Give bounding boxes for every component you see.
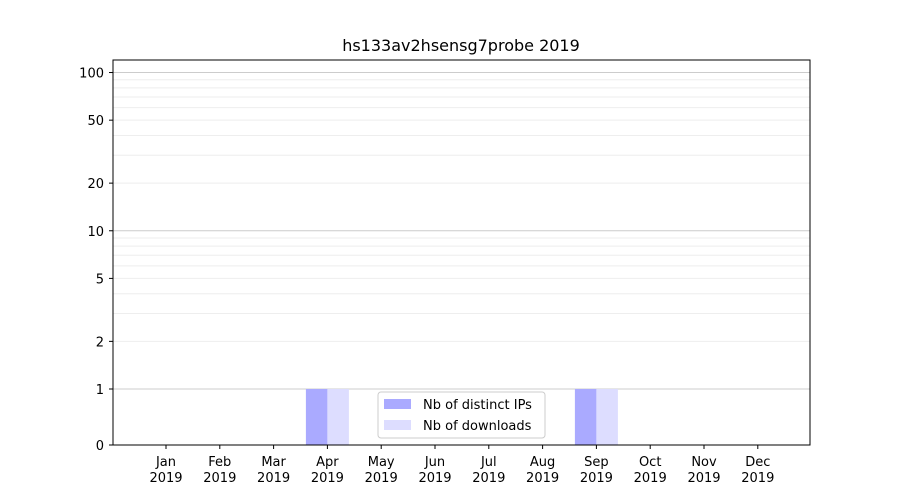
x-tick-label-month: Dec: [745, 455, 770, 470]
y-tick-label: 1: [96, 383, 104, 398]
x-tick-label-year: 2019: [149, 471, 182, 486]
x-tick-label-year: 2019: [257, 471, 290, 486]
bar-downloads-sep: [596, 389, 618, 445]
x-tick-label-month: Jan: [155, 455, 176, 470]
y-tick-label: 100: [79, 67, 104, 82]
y-tick-label: 50: [87, 114, 104, 129]
x-tick-label-year: 2019: [687, 471, 720, 486]
x-tick-label-year: 2019: [418, 471, 451, 486]
x-tick-label-year: 2019: [365, 471, 398, 486]
y-tick-label: 10: [87, 225, 104, 240]
x-tick-label-year: 2019: [311, 471, 344, 486]
bars: [305, 389, 618, 445]
x-tick-label-month: May: [368, 455, 395, 470]
x-tick-label-year: 2019: [634, 471, 667, 486]
y-tick-label: 20: [87, 177, 104, 192]
plot-frame: [112, 59, 811, 446]
legend-swatch: [384, 399, 411, 409]
x-tick-label-year: 2019: [472, 471, 505, 486]
legend-label: Nb of distinct IPs: [423, 398, 532, 413]
bar-distinct-ips-sep: [574, 389, 597, 445]
x-tick-label-month: Jun: [424, 455, 445, 470]
x-axis: Jan2019Feb2019Mar2019Apr2019May2019Jun20…: [149, 445, 774, 486]
x-tick-label-month: Oct: [639, 455, 661, 470]
legend-swatch: [384, 420, 411, 430]
legend: Nb of distinct IPs Nb of downloads: [377, 391, 546, 439]
chart-title: hs133av2hsensg7probe 2019: [342, 36, 580, 55]
x-tick-label-year: 2019: [203, 471, 236, 486]
y-axis: 0 1 2 5 10 20 50 100: [79, 67, 113, 454]
bar-distinct-ips-apr: [305, 389, 328, 445]
legend-box: [377, 391, 546, 439]
x-tick-label-month: Feb: [208, 455, 231, 470]
x-tick-label-year: 2019: [741, 471, 774, 486]
x-tick-label-month: Aug: [530, 455, 555, 470]
x-tick-label-month: Mar: [261, 455, 286, 470]
x-tick-label-month: Apr: [316, 455, 339, 470]
y-tick-label: 0: [96, 439, 104, 454]
legend-label: Nb of downloads: [423, 419, 532, 434]
x-tick-label-month: Jul: [480, 455, 497, 470]
bar-downloads-apr: [327, 389, 349, 445]
x-tick-label-year: 2019: [526, 471, 559, 486]
x-tick-label-year: 2019: [580, 471, 613, 486]
x-tick-label-month: Nov: [691, 455, 717, 470]
y-tick-label: 5: [96, 272, 104, 287]
grid-lines: [113, 72, 810, 390]
x-tick-label-month: Sep: [584, 455, 609, 470]
y-tick-label: 2: [96, 335, 104, 350]
